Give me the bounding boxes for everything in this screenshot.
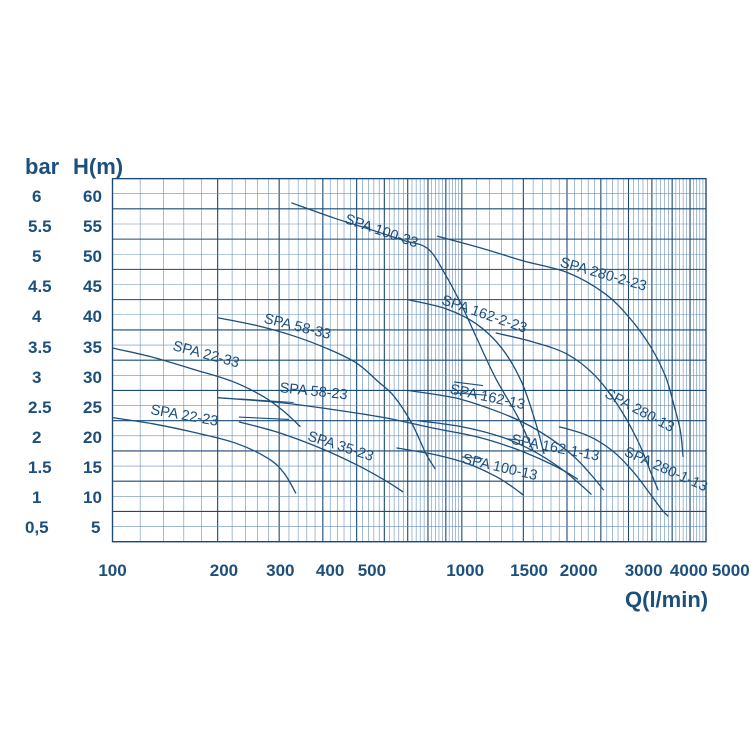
svg-text:SPA 58-23: SPA 58-23 (279, 380, 349, 403)
svg-text:SPA 162-1-13: SPA 162-1-13 (510, 432, 601, 465)
svg-text:SPA 22-33: SPA 22-33 (171, 338, 241, 371)
svg-text:SPA 35-23: SPA 35-23 (306, 429, 376, 465)
svg-text:SPA 280-1-13: SPA 280-1-13 (622, 444, 710, 495)
svg-text:SPA 22-23: SPA 22-23 (149, 402, 219, 430)
svg-text:SPA 280-2-23: SPA 280-2-23 (558, 255, 648, 295)
svg-text:SPA 100-33: SPA 100-33 (343, 211, 420, 251)
svg-text:SPA 100-13: SPA 100-13 (461, 451, 539, 484)
svg-text:SPA 162-2-23: SPA 162-2-23 (439, 293, 529, 337)
svg-text:SPA 280-13: SPA 280-13 (602, 386, 677, 436)
svg-text:SPA 58-33: SPA 58-33 (262, 311, 332, 343)
svg-text:SPA 162-13: SPA 162-13 (448, 382, 526, 414)
